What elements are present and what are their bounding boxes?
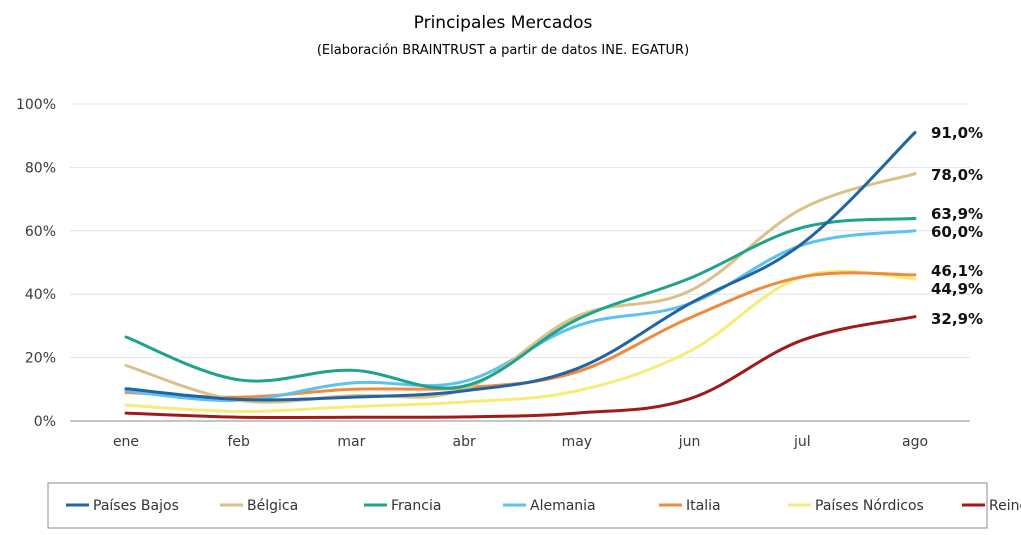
end-value-label: 44,9% [931,280,983,298]
chart-subtitle: (Elaboración BRAINTRUST a partir de dato… [317,43,689,58]
end-value-label: 46,1% [931,262,983,280]
gridlines [70,103,970,422]
y-tick-label: 80% [25,160,56,176]
series-line-alemania [124,229,917,403]
x-axis-ticks: ene feb mar abr may jun jul ago [113,434,928,450]
y-tick-label: 20% [25,351,56,367]
legend-item: Bélgica [220,498,298,514]
end-value-label: 32,9% [931,310,983,328]
end-value-label: 60,0% [931,223,983,241]
legend-items: Países Bajos Bélgica Francia Alemania Italia… [66,498,1021,514]
legend-label: Reino Unido [989,498,1021,514]
legend-item: Francia [364,498,441,514]
legend-label: Países Bajos [93,498,179,514]
legend-label: Francia [391,498,441,514]
end-value-labels: 91,0% 78,0% 63,9%60,0% 46,1%44,9% 32,9% [931,124,983,328]
y-tick-label: 100% [16,97,56,113]
x-tick-label: feb [227,434,250,450]
legend-item: Italia [659,498,721,514]
x-tick-label: may [562,434,593,450]
end-value-label: 63,9% [931,205,983,223]
x-tick-label: abr [453,434,476,450]
series-line-reino-unido [124,315,917,420]
legend-label: Alemania [530,498,596,514]
x-tick-label: jul [793,434,811,450]
legend-item: Alemania [503,498,596,514]
y-tick-label: 40% [25,287,56,303]
x-tick-label: ago [902,434,928,450]
legend-item: Reino Unido [962,498,1021,514]
legend-label: Italia [686,498,721,514]
chart-title: Principales Mercados [414,13,593,33]
x-tick-label: mar [337,434,365,450]
y-axis-ticks: 0% 20% 40% 60% 80% 100% [16,97,56,430]
legend-label: Bélgica [247,498,298,514]
x-tick-label: jun [678,434,701,450]
end-value-label: 78,0% [931,166,983,184]
end-value-label: 91,0% [931,124,983,142]
legend-label: Países Nórdicos [815,498,924,514]
x-tick-label: ene [113,434,139,450]
series-line-paises-nordicos [124,269,917,414]
legend-item: Países Nórdicos [788,498,924,514]
legend-item: Países Bajos [66,498,179,514]
series-line-italia [124,271,917,399]
series-lines [124,131,917,420]
series-line-belgica [124,172,917,404]
y-tick-label: 60% [25,224,56,240]
series-line-francia [124,216,917,390]
series-line-paises-bajos [124,131,917,402]
y-tick-label: 0% [34,414,56,430]
